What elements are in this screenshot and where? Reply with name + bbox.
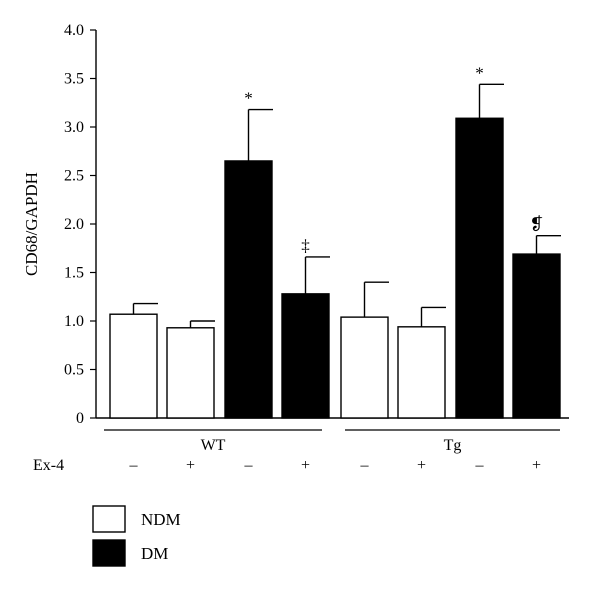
bar-ndm [340, 316, 389, 419]
treatment-label: Ex-4 [33, 457, 64, 474]
y-tick-label: 4.0 [64, 22, 84, 39]
ex4-sign: + [301, 457, 310, 474]
significance-mark: ❡ [529, 215, 543, 234]
y-axis-label: CD68/GAPDH [22, 172, 41, 276]
legend-swatch-dm [92, 539, 126, 567]
group-label: WT [201, 437, 226, 454]
significance-mark: * [244, 89, 253, 108]
y-tick-label: 0 [76, 410, 84, 427]
y-tick-label: 1.5 [64, 265, 84, 282]
y-tick-label: 3.0 [64, 119, 84, 136]
y-tick-label: 0.5 [64, 362, 84, 379]
ex4-sign: + [186, 457, 195, 474]
bar-dm [512, 253, 561, 419]
bar-ndm [166, 327, 215, 419]
y-tick-label: 3.5 [64, 71, 84, 88]
legend-label-dm: DM [141, 544, 168, 563]
bar-dm [224, 160, 273, 419]
significance-mark: ‡ [301, 236, 310, 255]
y-tick-label: 2.0 [64, 216, 84, 233]
ex4-sign: + [532, 457, 541, 474]
ex4-sign: – [360, 457, 370, 474]
bar-ndm [109, 313, 158, 419]
bar-ndm [397, 326, 446, 419]
ex4-sign: – [475, 457, 485, 474]
significance-mark: * [475, 63, 484, 82]
legend-label-ndm: NDM [141, 510, 181, 529]
ex4-sign: – [244, 457, 254, 474]
y-tick-label: 1.0 [64, 313, 84, 330]
bar-dm [455, 117, 504, 419]
ex4-sign: + [417, 457, 426, 474]
y-tick-label: 2.5 [64, 168, 84, 185]
ex4-sign: – [129, 457, 139, 474]
legend-swatch-ndm [92, 505, 126, 533]
bar-dm [281, 293, 330, 419]
group-label: Tg [444, 437, 462, 454]
